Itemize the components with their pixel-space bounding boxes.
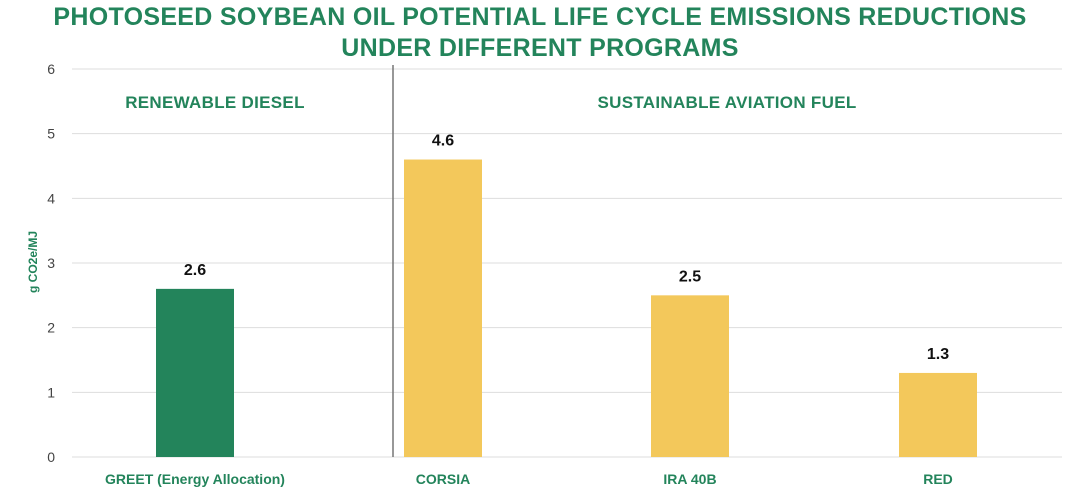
grid-lines — [72, 68, 1062, 458]
bar-3 — [899, 372, 977, 457]
y-tick-label-3: 3 — [47, 255, 55, 271]
category-label-1: CORSIA — [416, 471, 470, 487]
y-tick-label-5: 5 — [47, 126, 55, 142]
y-tick-label-1: 1 — [47, 384, 55, 400]
y-tick-label-4: 4 — [47, 190, 55, 206]
data-label-2: 2.5 — [679, 268, 701, 285]
category-label-0: GREET (Energy Allocation) — [105, 471, 285, 487]
chart-title-line-1: PHOTOSEED SOYBEAN OIL POTENTIAL LIFE CYC… — [53, 3, 1027, 31]
bar-0 — [156, 288, 234, 457]
bar-2 — [651, 295, 729, 457]
y-axis-title: g CO2e/MJ — [26, 231, 40, 293]
category-label-3: RED — [923, 471, 953, 487]
group-label-1: SUSTAINABLE AVIATION FUEL — [597, 93, 856, 112]
data-label-1: 4.6 — [432, 133, 454, 150]
data-label-3: 1.3 — [927, 346, 949, 363]
chart-title: PHOTOSEED SOYBEAN OIL POTENTIAL LIFE CYC… — [0, 2, 1080, 64]
chart-title-line-2: UNDER DIFFERENT PROGRAMS — [341, 34, 739, 62]
category-label-2: IRA 40B — [663, 471, 716, 487]
labels: 0 1 2 3 4 5 6 RENEWABLE DIESEL SUSTAINABLE AVIAT… — [47, 61, 953, 487]
y-tick-label-0: 0 — [47, 449, 55, 465]
y-tick-label-2: 2 — [47, 320, 55, 336]
y-tick-label-6: 6 — [47, 61, 55, 77]
data-label-0: 2.6 — [184, 262, 206, 279]
bars — [156, 159, 977, 458]
bar-1 — [404, 159, 482, 458]
group-label-0: RENEWABLE DIESEL — [125, 93, 305, 112]
